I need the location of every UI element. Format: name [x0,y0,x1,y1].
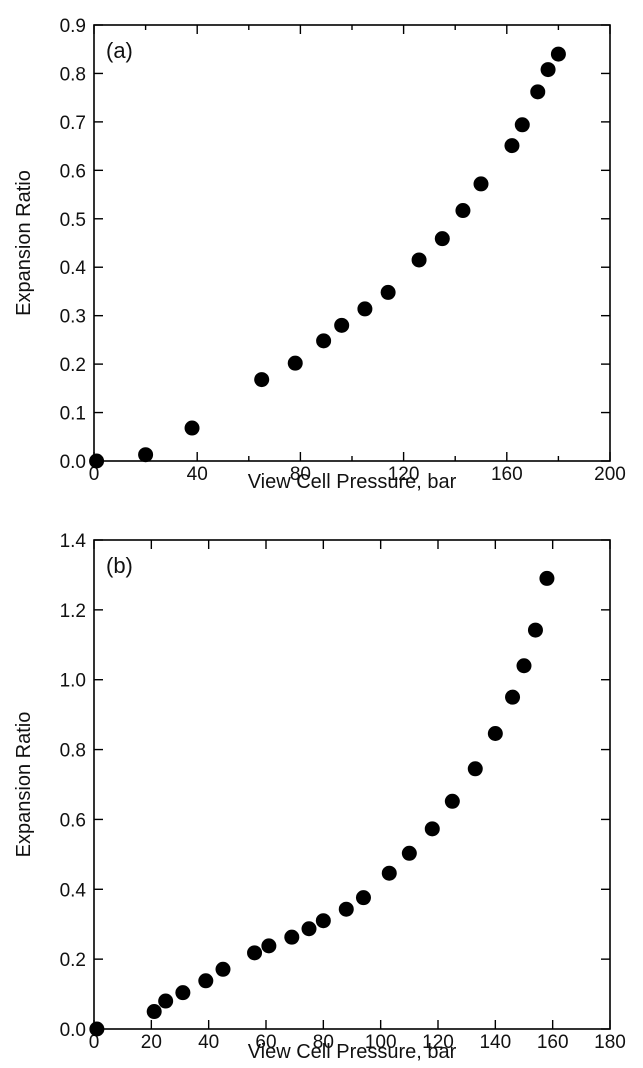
data-point [550,46,566,62]
data-point [247,945,263,961]
data-point [514,117,530,133]
data-point [467,761,483,777]
y-tick-label: 0.7 [60,113,86,134]
data-point [334,317,350,333]
x-tick-label: 20 [141,1032,162,1053]
data-point [338,901,354,917]
data-point [301,921,317,937]
data-point [254,372,270,388]
data-point [355,890,371,906]
data-point [527,622,543,638]
y-axis-title: Expansion Ratio [13,170,35,316]
y-tick-label: 0.9 [60,16,86,37]
x-tick-label: 0 [89,464,100,485]
data-point [215,961,231,977]
data-point [516,658,532,674]
y-tick-label: 0.1 [60,404,86,425]
y-tick-label: 0.3 [60,307,86,328]
data-point [287,355,303,371]
y-tick-label: 0.6 [60,161,86,182]
data-point [184,420,200,436]
data-point [381,865,397,881]
y-tick-label: 0.2 [60,950,86,971]
data-point [434,231,450,247]
y-tick-label: 0.5 [60,210,86,231]
data-point [146,1004,162,1020]
data-point [316,333,332,349]
x-axis-title: View Cell Pressure, bar [248,471,457,493]
x-tick-label: 200 [594,464,626,485]
y-tick-label: 0.8 [60,741,86,762]
x-tick-label: 80 [290,464,311,485]
chart-panel-a: 0 40 80 120 160 200 0.0 0.1 0.2 0.3 0.4 0.5 0.6 0.7 0.… [13,16,626,493]
x-tick-label: 40 [187,464,208,485]
x-axis-title: View Cell Pressure, bar [248,1041,457,1063]
plot-frame [93,539,611,1030]
x-tick-label: 40 [198,1032,219,1053]
data-point [411,252,427,268]
data-point [539,570,555,586]
x-tick-label: 80 [313,1032,334,1053]
x-tick-label: 140 [479,1032,511,1053]
data-point [357,301,373,317]
x-tick-label: 120 [388,464,420,485]
data-point [424,821,440,837]
y-tick-label: 0.2 [60,355,86,376]
data-point [89,453,105,469]
panel-label: (a) [106,38,133,63]
y-tick-label: 0.4 [60,258,87,279]
data-point [175,985,191,1001]
data-point [540,62,556,78]
panel-label: (b) [106,553,133,578]
x-tick-label: 180 [594,1032,626,1053]
x-tick-label: 0 [89,1032,100,1053]
data-point [505,689,521,705]
data-point [444,793,460,809]
data-point [504,138,520,154]
data-point [89,1021,105,1037]
x-tick-label: 60 [255,1032,276,1053]
data-point [138,447,154,463]
y-tick-label: 0.6 [60,810,86,831]
y-tick-label: 0.4 [60,880,87,901]
data-point [284,929,300,945]
data-point [530,84,546,100]
data-point [401,845,417,861]
data-point [198,973,214,989]
y-tick-label: 1.4 [60,531,87,552]
y-axis-title: Expansion Ratio [13,712,35,858]
data-point [158,993,174,1009]
data-point [261,938,277,954]
x-tick-label: 120 [422,1032,454,1053]
data-point [473,176,489,192]
y-tick-label: 0.0 [60,1020,86,1041]
y-tick-label: 0.0 [60,452,86,473]
chart-panel-b: 0 20 40 60 80 100 120 140 160 180 0.0 0.2 0.4 0.6 0.8 1… [13,531,626,1063]
y-tick-label: 0.8 [60,64,86,85]
data-point [455,203,471,219]
x-tick-label: 160 [491,464,523,485]
data-point [487,726,503,742]
data-point [380,284,396,300]
data-point [315,913,331,929]
x-tick-label: 160 [537,1032,569,1053]
y-tick-label: 1.2 [60,601,86,622]
x-tick-label: 100 [365,1032,397,1053]
y-tick-label: 1.0 [60,671,86,692]
